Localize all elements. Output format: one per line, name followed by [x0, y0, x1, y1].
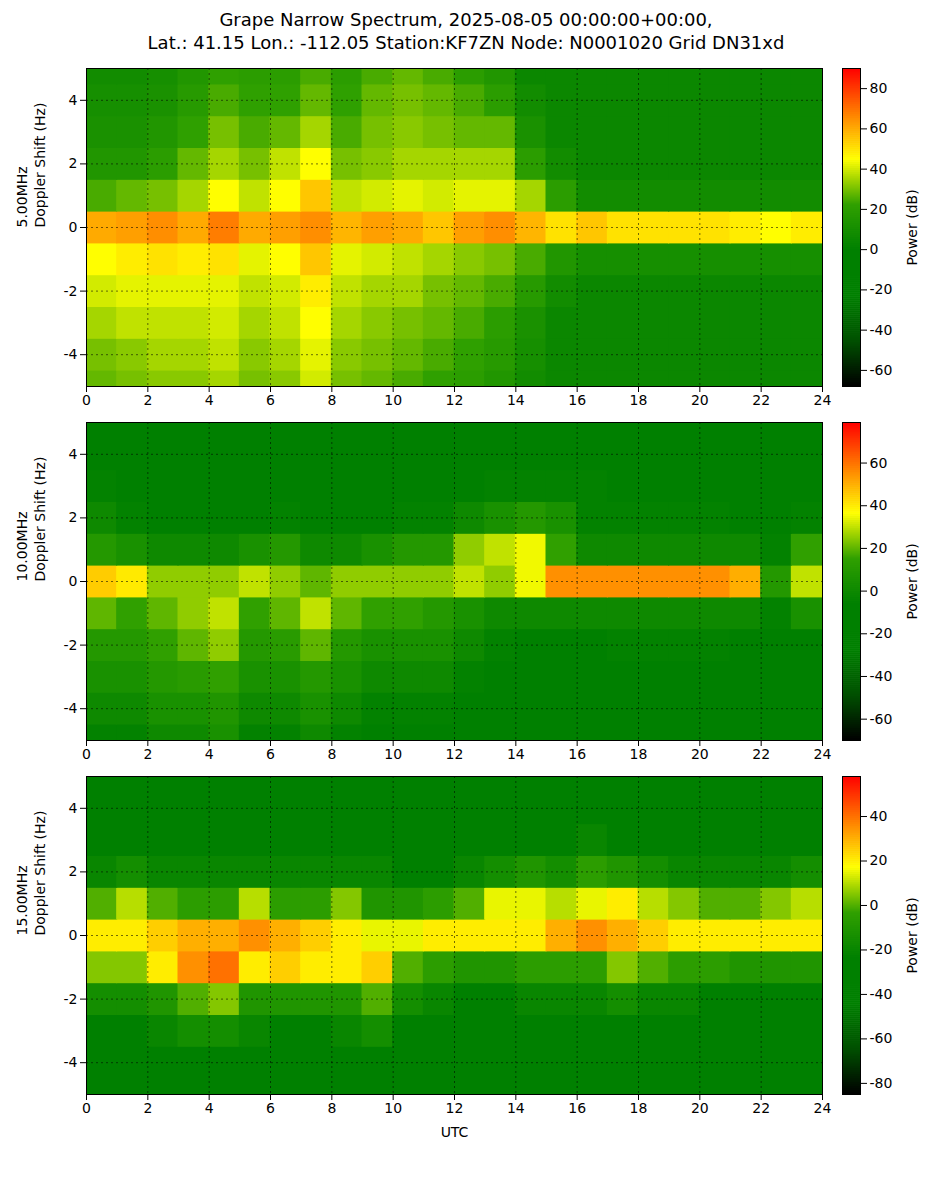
svg-text:18: 18 — [630, 746, 648, 762]
svg-text:-60: -60 — [870, 362, 893, 378]
svg-text:2: 2 — [143, 1100, 152, 1116]
svg-text:0: 0 — [870, 897, 879, 913]
svg-text:2: 2 — [143, 746, 152, 762]
svg-text:14: 14 — [507, 392, 525, 408]
svg-text:4: 4 — [69, 800, 78, 816]
svg-text:18: 18 — [630, 392, 648, 408]
svg-text:20: 20 — [691, 746, 709, 762]
svg-text:5.00MHz: 5.00MHz — [14, 166, 30, 227]
svg-text:UTC: UTC — [441, 1124, 469, 1140]
svg-text:-40: -40 — [870, 322, 893, 338]
svg-text:20: 20 — [870, 540, 888, 556]
svg-text:20: 20 — [691, 392, 709, 408]
svg-text:80: 80 — [870, 80, 888, 96]
svg-text:4: 4 — [205, 1100, 214, 1116]
svg-text:22: 22 — [752, 392, 770, 408]
svg-text:10: 10 — [384, 746, 402, 762]
svg-text:2: 2 — [143, 392, 152, 408]
svg-text:8: 8 — [327, 1100, 336, 1116]
svg-text:10.00MHz: 10.00MHz — [14, 511, 30, 581]
svg-text:Power (dB): Power (dB) — [904, 543, 920, 619]
svg-text:-2: -2 — [64, 991, 78, 1007]
svg-text:8: 8 — [327, 746, 336, 762]
svg-text:0: 0 — [82, 746, 91, 762]
svg-text:-20: -20 — [870, 625, 893, 641]
svg-text:14: 14 — [507, 1100, 525, 1116]
svg-text:-40: -40 — [870, 986, 893, 1002]
svg-text:4: 4 — [69, 92, 78, 108]
svg-text:-2: -2 — [64, 637, 78, 653]
svg-text:0: 0 — [69, 927, 78, 943]
svg-text:-80: -80 — [870, 1075, 893, 1091]
svg-text:0: 0 — [82, 392, 91, 408]
svg-text:40: 40 — [870, 161, 888, 177]
svg-text:60: 60 — [870, 455, 888, 471]
svg-text:6: 6 — [266, 746, 275, 762]
svg-text:2: 2 — [69, 509, 78, 525]
svg-text:0: 0 — [82, 1100, 91, 1116]
svg-text:24: 24 — [814, 746, 832, 762]
svg-text:4: 4 — [205, 392, 214, 408]
svg-text:8: 8 — [327, 392, 336, 408]
svg-text:-60: -60 — [870, 1030, 893, 1046]
svg-text:0: 0 — [69, 219, 78, 235]
svg-text:-2: -2 — [64, 283, 78, 299]
svg-text:-4: -4 — [64, 1054, 78, 1070]
svg-text:40: 40 — [870, 808, 888, 824]
svg-text:-20: -20 — [870, 281, 893, 297]
svg-text:22: 22 — [752, 746, 770, 762]
svg-text:12: 12 — [446, 392, 464, 408]
svg-text:18: 18 — [630, 1100, 648, 1116]
svg-text:60: 60 — [870, 120, 888, 136]
svg-text:Doppler Shift (Hz): Doppler Shift (Hz) — [32, 457, 48, 582]
svg-text:Doppler Shift (Hz): Doppler Shift (Hz) — [32, 103, 48, 228]
svg-text:24: 24 — [814, 392, 832, 408]
svg-text:16: 16 — [568, 1100, 586, 1116]
svg-text:14: 14 — [507, 746, 525, 762]
svg-text:12: 12 — [446, 1100, 464, 1116]
svg-text:24: 24 — [814, 1100, 832, 1116]
html-text:Lat.: 41.15 Lon.: -112.05 Stat: Lat.: 41.15 Lon.: -112.05 Station:KF7ZN … — [147, 32, 785, 53]
svg-text:-20: -20 — [870, 941, 893, 957]
svg-text:-4: -4 — [64, 346, 78, 362]
svg-text:40: 40 — [870, 497, 888, 513]
svg-text:20: 20 — [870, 201, 888, 217]
svg-text:20: 20 — [691, 1100, 709, 1116]
svg-text:4: 4 — [205, 746, 214, 762]
svg-text:Power (dB): Power (dB) — [904, 189, 920, 265]
html-text:Grape Narrow Spectrum, 2025-08: Grape Narrow Spectrum, 2025-08-05 00:00:… — [219, 9, 713, 30]
svg-text:10: 10 — [384, 392, 402, 408]
svg-text:Power (dB): Power (dB) — [904, 897, 920, 973]
svg-text:20: 20 — [870, 852, 888, 868]
svg-text:0: 0 — [69, 573, 78, 589]
svg-text:6: 6 — [266, 1100, 275, 1116]
svg-text:2: 2 — [69, 863, 78, 879]
svg-text:0: 0 — [870, 583, 879, 599]
svg-text:22: 22 — [752, 1100, 770, 1116]
svg-text:10: 10 — [384, 1100, 402, 1116]
svg-text:6: 6 — [266, 392, 275, 408]
svg-text:0: 0 — [870, 241, 879, 257]
svg-text:12: 12 — [446, 746, 464, 762]
svg-text:Doppler Shift (Hz): Doppler Shift (Hz) — [32, 811, 48, 936]
svg-text:-40: -40 — [870, 668, 893, 684]
svg-text:15.00MHz: 15.00MHz — [14, 865, 30, 935]
svg-text:4: 4 — [69, 446, 78, 462]
svg-text:-60: -60 — [870, 711, 893, 727]
svg-text:-4: -4 — [64, 700, 78, 716]
svg-text:16: 16 — [568, 392, 586, 408]
svg-text:16: 16 — [568, 746, 586, 762]
svg-text:2: 2 — [69, 155, 78, 171]
